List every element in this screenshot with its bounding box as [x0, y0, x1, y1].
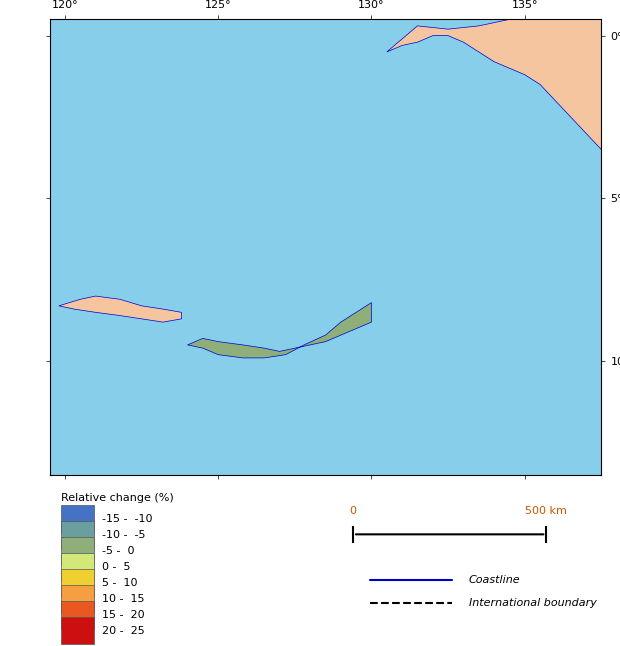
Text: -10 -  -5: -10 - -5	[102, 530, 146, 540]
Polygon shape	[59, 296, 182, 322]
Text: 15 -  20: 15 - 20	[102, 610, 144, 620]
Text: International boundary: International boundary	[469, 598, 597, 608]
Bar	[61, 617, 94, 645]
Text: 5 -  10: 5 - 10	[102, 578, 138, 588]
Text: 500 km: 500 km	[525, 506, 567, 516]
Text: 0: 0	[350, 506, 356, 516]
Polygon shape	[187, 302, 371, 358]
Text: Coastline: Coastline	[469, 575, 521, 585]
Text: 10 -  15: 10 - 15	[102, 594, 144, 604]
Text: 20 -  25: 20 - 25	[102, 626, 145, 636]
Bar	[61, 554, 94, 581]
Bar	[61, 505, 94, 533]
Text: Relative change (%): Relative change (%)	[61, 494, 174, 503]
Bar	[61, 521, 94, 548]
Bar	[61, 585, 94, 612]
Bar	[61, 569, 94, 597]
Polygon shape	[510, 19, 601, 52]
Polygon shape	[387, 19, 601, 150]
Text: -5 -  0: -5 - 0	[102, 546, 135, 556]
Bar	[61, 537, 94, 565]
Bar	[61, 601, 94, 629]
Text: -15 -  -10: -15 - -10	[102, 514, 153, 524]
Text: 0 -  5: 0 - 5	[102, 562, 131, 572]
